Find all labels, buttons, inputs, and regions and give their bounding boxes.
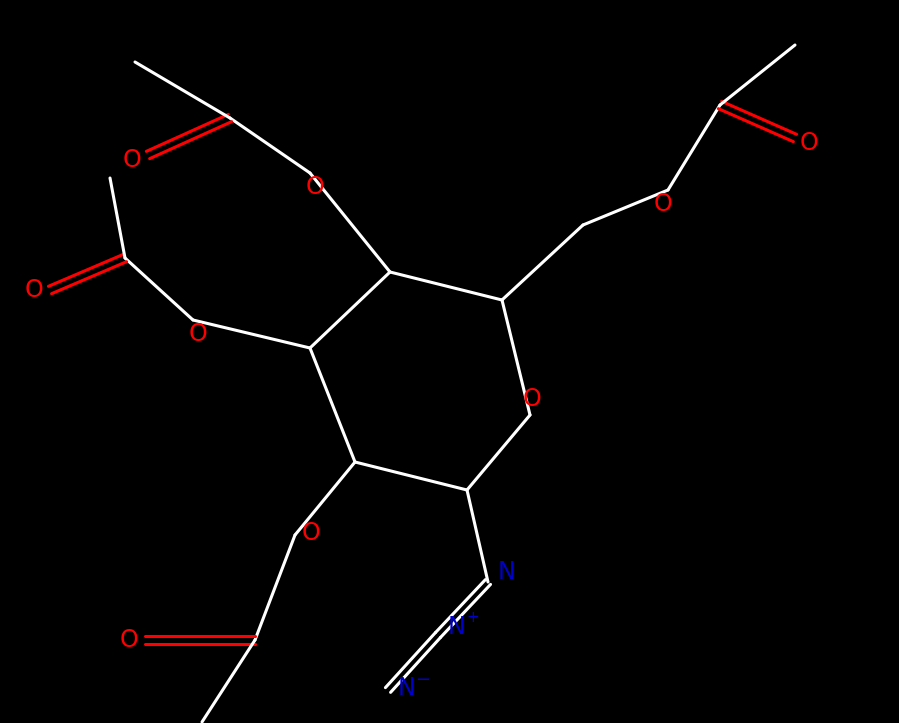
- Text: N: N: [447, 615, 465, 639]
- Text: N: N: [397, 676, 414, 700]
- Text: O: O: [122, 148, 141, 172]
- Text: N: N: [497, 560, 515, 584]
- Text: +: +: [467, 609, 479, 625]
- Text: −: −: [415, 671, 431, 689]
- Text: O: O: [306, 175, 325, 199]
- Text: O: O: [799, 131, 818, 155]
- Text: O: O: [302, 521, 320, 545]
- Text: O: O: [24, 278, 43, 302]
- Text: O: O: [522, 387, 541, 411]
- Text: O: O: [654, 192, 672, 216]
- Text: O: O: [189, 322, 208, 346]
- Text: O: O: [120, 628, 138, 652]
